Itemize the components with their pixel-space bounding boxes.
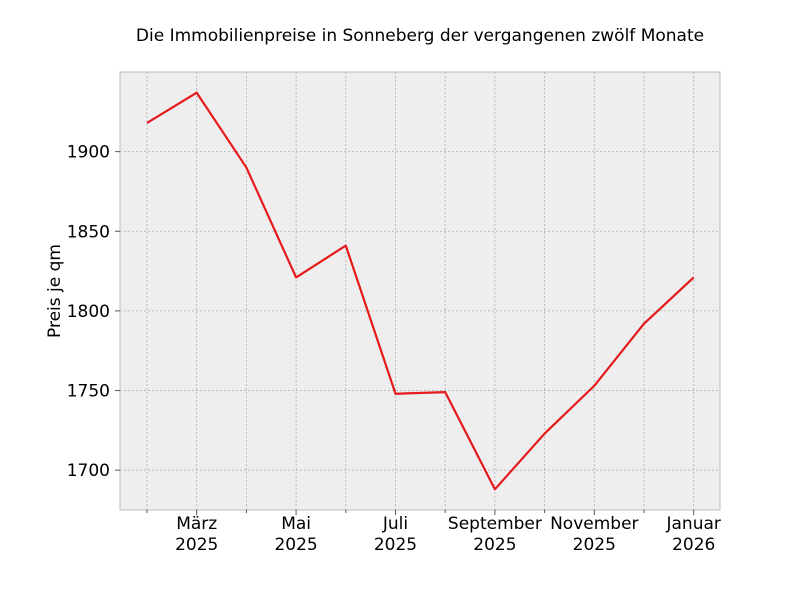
x-tick-label-year: 2025 (374, 535, 417, 555)
y-tick-label: 1800 (67, 302, 110, 322)
chart-title: Die Immobilienpreise in Sonneberg der ve… (135, 26, 705, 46)
y-tick-label: 1850 (67, 222, 110, 242)
x-tick-label-month: September (448, 514, 542, 534)
x-tick-label-year: 2025 (573, 535, 616, 555)
x-tick-label-month: März (176, 514, 217, 534)
plot-frame (119, 71, 721, 511)
y-tick-label: 1700 (67, 461, 110, 481)
series-layer (146, 91, 695, 491)
price-line (146, 91, 695, 491)
x-tick-label-month: Januar (666, 514, 721, 534)
y-tick-label: 1750 (67, 382, 110, 402)
grid (120, 72, 720, 510)
x-tick-label-month: Mai (281, 514, 311, 534)
x-tick-label-year: 2026 (672, 535, 715, 555)
x-tick-label-year: 2025 (175, 535, 218, 555)
y-tick-label: 1900 (67, 143, 110, 163)
x-tick-label-month: November (550, 514, 638, 534)
y-axis-label: Preis je qm (45, 244, 65, 338)
x-tick-label-year: 2025 (473, 535, 516, 555)
x-tick-label-year: 2025 (274, 535, 317, 555)
x-tick-label-month: Juli (382, 514, 408, 534)
plot-area (120, 72, 720, 510)
axes: 17001750180018501900März2025Mai2025Juli2… (67, 143, 721, 555)
